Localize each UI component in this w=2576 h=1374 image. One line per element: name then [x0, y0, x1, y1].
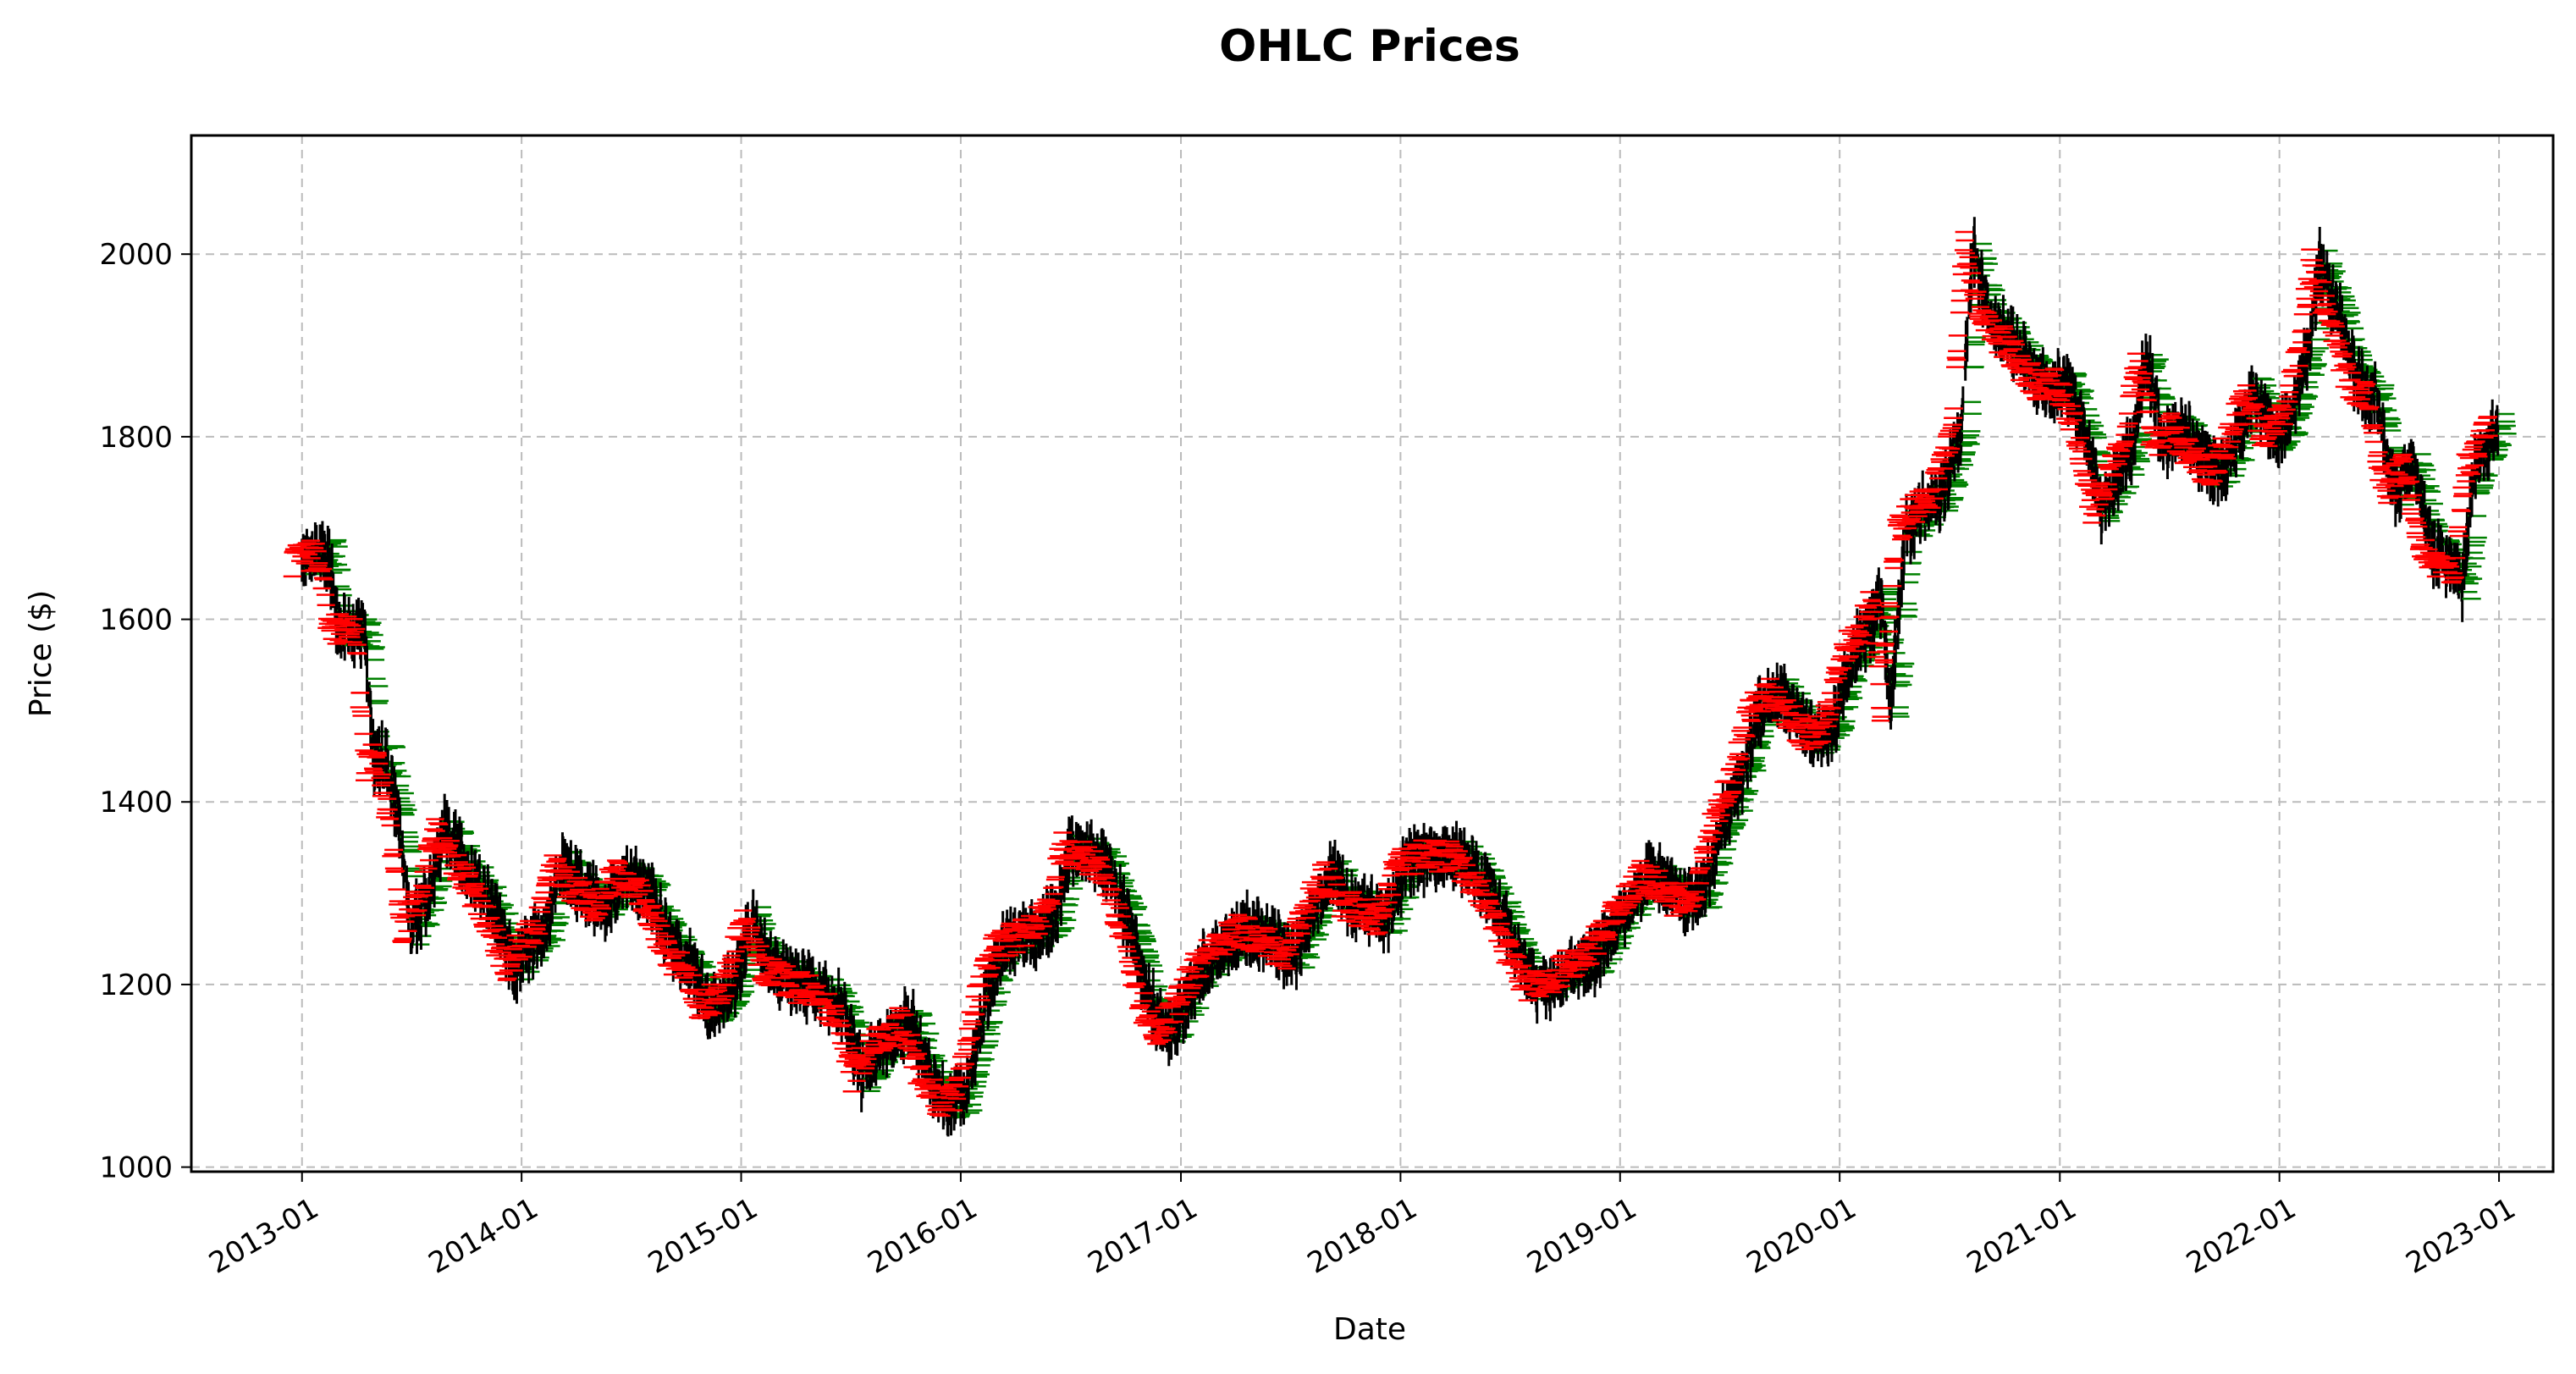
chart-title: OHLC Prices — [1219, 21, 1520, 72]
ohlc-bar — [1118, 933, 1156, 985]
ohlc-bars — [283, 217, 2517, 1137]
ohlc-bar — [963, 1017, 1001, 1046]
grid-lines — [191, 135, 2553, 1172]
